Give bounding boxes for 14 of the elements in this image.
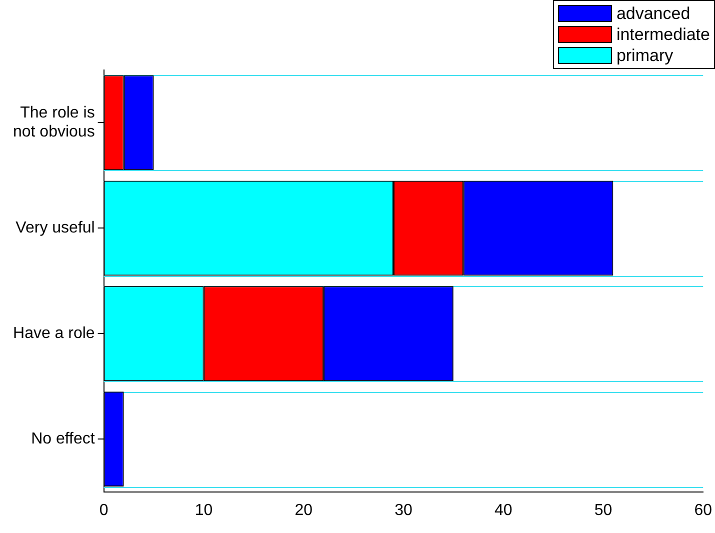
legend-label: primary [616,46,674,66]
x-tick-label: 50 [594,502,612,519]
y-tick-label: Have a role [13,325,95,342]
y-tick-label: Very useful [16,220,95,237]
x-tick-label: 40 [494,502,512,519]
x-tick-label: 10 [194,502,213,519]
y-tick-label: No effect [31,430,96,448]
x-tick-label: 0 [99,502,108,519]
y-tick-label: The role is not obvious [12,104,95,141]
legend-label: intermediate [616,24,710,44]
x-tick-label: 20 [294,502,313,519]
x-tick-label: 60 [694,502,712,519]
legend-label: advanced [616,4,690,24]
x-tick-label: 30 [394,502,412,519]
